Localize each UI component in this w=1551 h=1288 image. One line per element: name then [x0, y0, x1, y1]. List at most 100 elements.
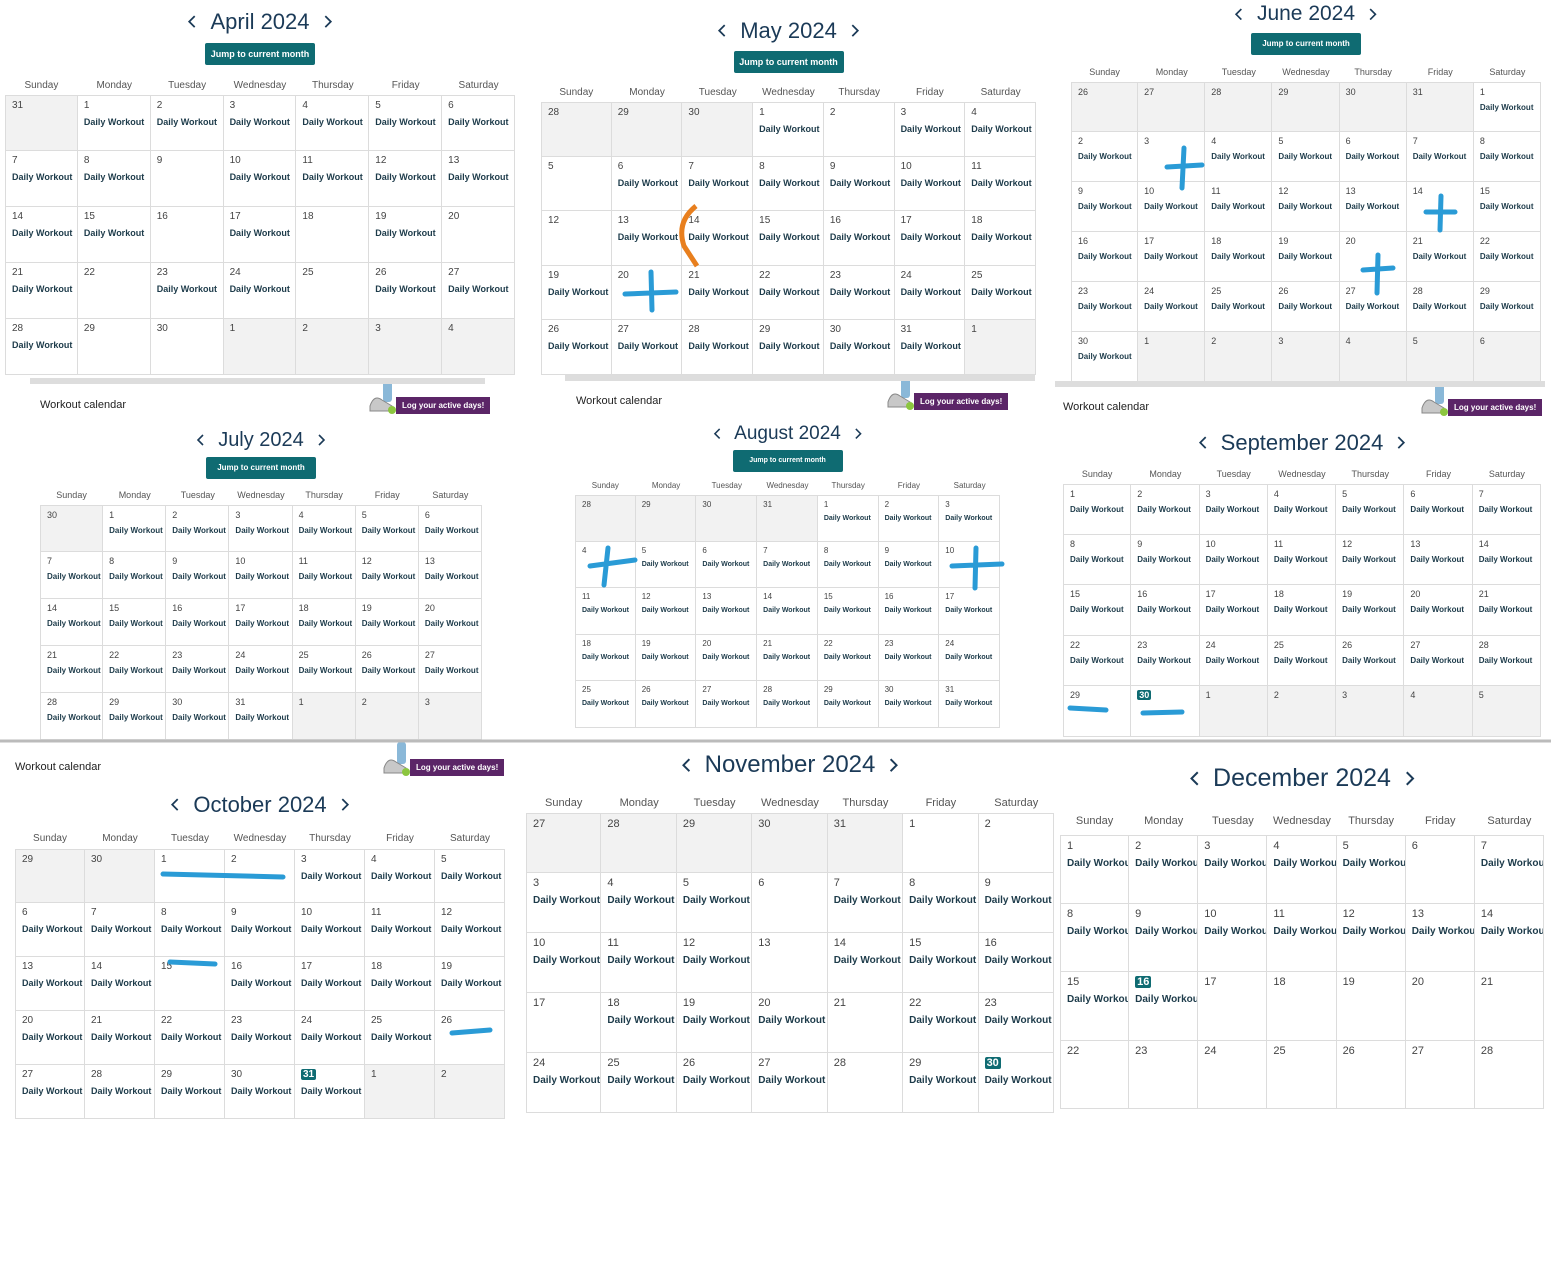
day-cell[interactable]: 22 Daily Workout [1063, 635, 1132, 686]
day-cell[interactable]: 23 Daily Workout [150, 263, 224, 319]
day-cell[interactable]: 7 Daily Workout [682, 156, 754, 211]
day-cell[interactable]: 29 Daily Workout [903, 1053, 979, 1113]
day-cell[interactable]: 5 Daily Workout [369, 95, 443, 151]
day-cell[interactable]: 16 Daily Workout [878, 588, 940, 635]
chevron-right[interactable] [316, 434, 326, 446]
day-cell[interactable]: 1 [1199, 686, 1268, 737]
day-cell[interactable]: 8 Daily Workout [155, 903, 225, 957]
day-cell[interactable]: 13 Daily Workout [442, 151, 515, 207]
day-cell[interactable]: 26 [1336, 1040, 1406, 1109]
day-cell[interactable]: 27 [526, 813, 602, 873]
day-cell[interactable]: 14 Daily Workout [1472, 534, 1541, 585]
day-cell[interactable]: 12 Daily Workout [435, 903, 505, 957]
day-cell[interactable]: 11 Daily Workout [1205, 182, 1273, 232]
day-cell[interactable]: 9 Daily Workout [878, 541, 940, 588]
day-cell[interactable]: 1 Daily Workout [77, 95, 151, 151]
day-cell[interactable]: 1 [965, 320, 1036, 375]
day-cell[interactable]: 3 Daily Workout [1199, 484, 1268, 535]
day-cell[interactable]: 11 Daily Workout [965, 156, 1036, 211]
day-cell[interactable]: 27 [1405, 1040, 1475, 1109]
day-cell[interactable]: 15 Daily Workout [1060, 972, 1130, 1041]
day-cell[interactable]: 11 Daily Workout [292, 552, 356, 599]
day-cell[interactable]: 23 Daily Workout [225, 1011, 295, 1065]
day-cell[interactable]: 1 [1138, 332, 1206, 382]
day-cell[interactable]: 14 Daily Workout [757, 588, 818, 635]
day-cell[interactable]: 7 Daily Workout [757, 541, 818, 588]
day-cell[interactable]: 12 Daily Workout [369, 151, 443, 207]
day-cell[interactable]: 30 [682, 102, 754, 157]
day-cell[interactable]: 10 Daily Workout [526, 933, 602, 993]
day-cell[interactable]: 6 [1405, 835, 1475, 904]
day-cell[interactable]: 18 Daily Workout [1205, 232, 1273, 282]
jump-button[interactable]: Jump to current month [1251, 33, 1361, 55]
day-cell[interactable]: 31 [757, 495, 818, 542]
day-cell[interactable]: 21 Daily Workout [85, 1011, 155, 1065]
day-cell[interactable]: 1 [155, 849, 225, 903]
day-cell[interactable]: 28 [575, 495, 636, 542]
day-cell[interactable]: 23 Daily Workout [823, 265, 895, 320]
jump-button[interactable]: Jump to current month [206, 457, 316, 479]
day-cell[interactable]: 2 [978, 813, 1054, 873]
day-cell[interactable]: 8 Daily Workout [903, 873, 979, 933]
day-cell[interactable]: 22 Daily Workout [903, 993, 979, 1053]
day-cell[interactable]: 2 Daily Workout [1071, 132, 1139, 182]
day-cell[interactable]: 3 [1336, 686, 1405, 737]
chevron-left[interactable] [196, 434, 206, 446]
day-cell[interactable]: 3 Daily Workout [223, 95, 297, 151]
day-cell[interactable]: 10 Daily Workout [223, 151, 297, 207]
day-cell[interactable]: 26 [1071, 82, 1139, 132]
day-cell[interactable]: 16 Daily Workout [225, 957, 295, 1011]
day-cell[interactable]: 29 [1063, 686, 1132, 737]
day-cell[interactable]: 18 Daily Workout [575, 634, 636, 681]
day-cell[interactable]: 11 Daily Workout [1267, 903, 1337, 972]
day-cell[interactable]: 4 [442, 319, 515, 375]
day-cell[interactable]: 6 Daily Workout [611, 156, 683, 211]
chevron-left[interactable] [170, 798, 181, 812]
day-cell[interactable]: 5 Daily Workout [1272, 132, 1340, 182]
day-cell[interactable]: 16 Daily Workout [1131, 585, 1200, 636]
day-cell[interactable]: 1 Daily Workout [817, 495, 879, 542]
chevron-right[interactable] [322, 15, 333, 29]
day-cell[interactable]: 5 Daily Workout [676, 873, 753, 933]
day-cell[interactable]: 28 [1474, 1040, 1544, 1109]
day-cell[interactable]: 25 [1267, 1040, 1337, 1109]
day-cell[interactable]: 22 Daily Workout [753, 265, 824, 320]
day-cell[interactable]: 2 Daily Workout [878, 495, 940, 542]
day-cell[interactable]: 27 Daily Workout [1404, 635, 1473, 686]
day-cell[interactable]: 25 Daily Workout [1267, 635, 1337, 686]
day-cell[interactable]: 30 Daily Workout [166, 693, 230, 740]
day-cell[interactable]: 18 [296, 207, 370, 263]
day-cell[interactable]: 30 Daily Workout [823, 320, 895, 375]
log-button[interactable]: Log your active days! [1448, 399, 1543, 416]
day-cell[interactable]: 13 Daily Workout [1404, 534, 1473, 585]
day-cell[interactable]: 28 Daily Workout [5, 319, 78, 375]
day-cell[interactable]: 2 [1267, 686, 1337, 737]
chevron-right[interactable] [1395, 436, 1406, 450]
chevron-right[interactable] [1403, 771, 1416, 786]
day-cell[interactable]: 3 Daily Workout [894, 102, 966, 157]
day-cell[interactable]: 13 Daily Workout [611, 211, 683, 266]
day-cell[interactable]: 14 Daily Workout [682, 211, 754, 266]
day-cell[interactable]: 7 Daily Workout [1474, 835, 1544, 904]
day-cell[interactable]: 9 Daily Workout [1131, 534, 1200, 585]
day-cell[interactable]: 14 Daily Workout [85, 957, 155, 1011]
day-cell[interactable]: 1 Daily Workout [103, 505, 167, 552]
day-cell[interactable]: 25 Daily Workout [1205, 282, 1273, 332]
day-cell[interactable]: 4 Daily Workout [365, 849, 435, 903]
day-cell[interactable]: 31 [1406, 82, 1474, 132]
day-cell[interactable]: 19 [1336, 972, 1406, 1041]
day-cell[interactable]: 3 [1138, 132, 1206, 182]
day-cell[interactable]: 22 Daily Workout [155, 1011, 225, 1065]
day-cell[interactable]: 26 Daily Workout [369, 263, 443, 319]
day-cell[interactable]: 20 [1339, 232, 1407, 282]
day-cell[interactable]: 7 Daily Workout [827, 873, 904, 933]
day-cell[interactable]: 29 [611, 102, 683, 157]
day-cell[interactable]: 11 Daily Workout [365, 903, 435, 957]
day-cell[interactable]: 20 Daily Workout [15, 1011, 85, 1065]
day-cell[interactable]: 17 Daily Workout [939, 588, 1000, 635]
day-cell[interactable]: 30 Daily Workout [225, 1065, 295, 1119]
day-cell[interactable]: 20 Daily Workout [418, 599, 482, 646]
day-cell[interactable]: 4 Daily Workout [1267, 835, 1337, 904]
day-cell[interactable]: 16 [150, 207, 224, 263]
day-cell[interactable]: 22 [77, 263, 151, 319]
